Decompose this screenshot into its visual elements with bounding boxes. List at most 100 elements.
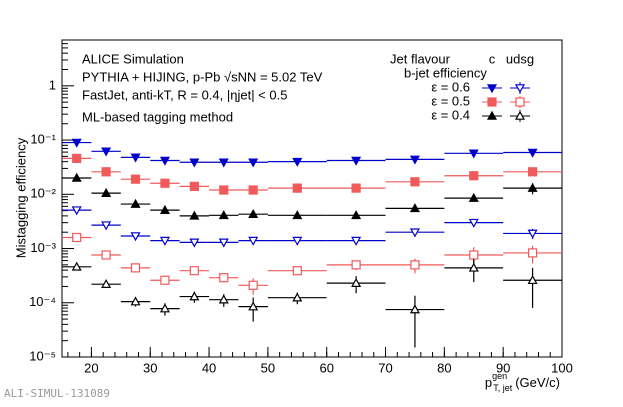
x-tick-label: 70 (378, 360, 392, 375)
marker (71, 206, 82, 216)
marker (351, 210, 362, 220)
plot-frame (61, 39, 563, 358)
x-tick-label: 80 (437, 360, 451, 375)
marker (219, 185, 229, 195)
y-tick-label: 10⁻⁴ (29, 294, 56, 309)
marker (527, 275, 538, 285)
marker (101, 167, 111, 177)
marker (248, 158, 259, 168)
marker (468, 192, 479, 202)
annotation: ML-based tagging method (82, 109, 233, 124)
x-tick-label: 20 (84, 360, 98, 375)
marker (159, 204, 170, 214)
legend-marker (486, 84, 498, 94)
legend-label: ε = 0.5 (431, 93, 470, 108)
marker (409, 203, 420, 213)
y-tick-label: 10⁻² (30, 186, 56, 201)
legend-marker (486, 110, 498, 120)
y-tick-label: 10⁻³ (30, 240, 56, 255)
marker (409, 155, 420, 165)
x-label-unit: (GeV/c) (515, 375, 560, 390)
x-tick-label: 50 (261, 360, 275, 375)
marker (351, 236, 362, 246)
x-tick-label: 40 (202, 360, 216, 375)
marker (218, 158, 229, 168)
marker (468, 262, 479, 272)
marker (527, 182, 538, 192)
x-label-main: p (485, 375, 492, 390)
marker (130, 174, 141, 184)
marker (527, 148, 538, 158)
marker (72, 232, 82, 243)
marker (189, 238, 200, 248)
marker (218, 210, 229, 220)
legend-marker (487, 97, 497, 107)
x-tick-label: 100 (551, 360, 573, 375)
marker (130, 198, 141, 208)
annotation: ALICE Simulation (82, 51, 184, 66)
legend-column: c (489, 51, 496, 66)
annotation: FastJet, anti-kT, R = 0.4, |ηjet| < 0.5 (82, 87, 287, 102)
marker (189, 158, 200, 168)
marker (71, 138, 82, 148)
marker (71, 172, 82, 182)
legend-marker (515, 97, 525, 107)
marker (189, 266, 199, 276)
legend-marker (514, 84, 526, 94)
marker (292, 292, 303, 302)
marker (292, 236, 303, 246)
marker (410, 260, 420, 270)
marker (101, 147, 112, 157)
marker (292, 183, 302, 193)
marker (292, 266, 302, 276)
marker (527, 248, 538, 258)
marker (410, 177, 420, 187)
marker (292, 157, 303, 167)
x-tick-label: 60 (319, 360, 333, 375)
marker (409, 228, 420, 238)
marker (292, 210, 303, 220)
legend-subtitle: b-jet efficiency (404, 65, 487, 80)
marker (527, 229, 538, 239)
marker (130, 153, 141, 163)
marker (248, 280, 258, 290)
marker (248, 236, 259, 246)
marker (469, 250, 479, 260)
marker (101, 221, 112, 231)
annotation: PYTHIA + HIJING, p-Pb √sNN = 5.02 TeV (82, 69, 323, 84)
legend-marker (514, 110, 526, 120)
marker (351, 183, 361, 193)
marker (218, 294, 229, 304)
marker (248, 185, 258, 195)
y-tick-label: 10⁻¹ (30, 132, 56, 147)
x-axis-label: pgen T, jet (GeV/c) (485, 371, 560, 393)
marker (409, 304, 420, 314)
marker (71, 261, 82, 271)
y-tick-label: 1 (49, 77, 56, 92)
marker (101, 250, 111, 260)
marker (218, 238, 229, 248)
x-tick-label: 30 (143, 360, 157, 375)
marker (160, 275, 170, 285)
marker (351, 156, 362, 166)
x-label-sub: T, jet (493, 383, 513, 393)
x-label-sup: gen (492, 371, 507, 381)
marker (189, 210, 200, 220)
marker (351, 277, 362, 287)
marker (189, 181, 199, 191)
footer: ALI-SIMUL-131089 (4, 387, 110, 400)
legend-column: udsg (506, 51, 534, 66)
y-axis-label: Mistagging efficiency (13, 137, 28, 258)
legend-title: Jet flavour (390, 51, 451, 66)
marker (130, 232, 141, 242)
marker (130, 296, 141, 306)
marker (159, 156, 170, 166)
x-tick-label: 90 (496, 360, 510, 375)
marker (468, 149, 479, 159)
marker (101, 187, 112, 197)
legend-label: ε = 0.6 (431, 79, 470, 94)
marker (159, 303, 170, 313)
marker (159, 236, 170, 246)
marker (72, 153, 82, 163)
